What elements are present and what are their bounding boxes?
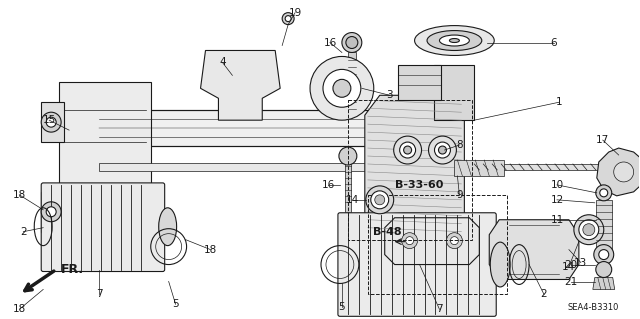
Ellipse shape bbox=[579, 220, 599, 240]
Text: 10: 10 bbox=[550, 180, 564, 190]
Bar bbox=[596, 200, 612, 249]
Circle shape bbox=[451, 237, 458, 245]
Text: 14: 14 bbox=[346, 195, 360, 205]
Text: 8: 8 bbox=[456, 140, 463, 150]
Polygon shape bbox=[593, 278, 614, 289]
Text: 14: 14 bbox=[563, 262, 575, 271]
Ellipse shape bbox=[333, 79, 351, 97]
Circle shape bbox=[447, 233, 462, 249]
Text: 5: 5 bbox=[339, 302, 345, 312]
Polygon shape bbox=[41, 192, 64, 232]
Text: 6: 6 bbox=[550, 38, 557, 48]
Text: 16: 16 bbox=[321, 180, 335, 190]
Circle shape bbox=[599, 249, 609, 260]
Circle shape bbox=[282, 13, 294, 25]
Ellipse shape bbox=[415, 26, 494, 56]
Bar bbox=[99, 163, 442, 171]
Text: 7: 7 bbox=[95, 289, 102, 300]
Ellipse shape bbox=[394, 136, 422, 164]
Ellipse shape bbox=[159, 208, 177, 246]
Ellipse shape bbox=[371, 191, 388, 209]
Circle shape bbox=[375, 195, 385, 205]
Text: 7: 7 bbox=[436, 304, 443, 314]
Text: B-48: B-48 bbox=[373, 227, 402, 237]
Text: 2: 2 bbox=[541, 289, 547, 300]
Circle shape bbox=[41, 202, 61, 222]
Text: 18: 18 bbox=[13, 304, 26, 314]
Bar bbox=[454, 160, 504, 176]
Text: 4: 4 bbox=[219, 57, 226, 67]
Circle shape bbox=[596, 262, 612, 278]
Text: 12: 12 bbox=[550, 195, 564, 205]
Text: 18: 18 bbox=[13, 190, 26, 200]
Bar bbox=[397, 65, 442, 100]
Text: 20: 20 bbox=[564, 260, 577, 270]
Circle shape bbox=[285, 16, 291, 22]
Circle shape bbox=[46, 117, 56, 127]
Circle shape bbox=[342, 33, 362, 52]
Circle shape bbox=[583, 224, 595, 236]
Text: 17: 17 bbox=[596, 135, 609, 145]
Ellipse shape bbox=[440, 35, 469, 46]
Text: 9: 9 bbox=[456, 190, 463, 200]
Circle shape bbox=[438, 146, 447, 154]
Circle shape bbox=[339, 147, 357, 165]
Ellipse shape bbox=[490, 242, 510, 287]
Circle shape bbox=[600, 189, 608, 197]
FancyBboxPatch shape bbox=[41, 183, 164, 271]
Text: FR.: FR. bbox=[61, 263, 84, 276]
Circle shape bbox=[614, 162, 634, 182]
Text: 13: 13 bbox=[574, 257, 588, 268]
Ellipse shape bbox=[399, 142, 415, 158]
Circle shape bbox=[594, 245, 614, 264]
Ellipse shape bbox=[310, 56, 374, 120]
FancyBboxPatch shape bbox=[338, 213, 496, 316]
Text: 16: 16 bbox=[323, 38, 337, 48]
Ellipse shape bbox=[366, 186, 394, 214]
Text: 15: 15 bbox=[42, 115, 56, 125]
Text: 5: 5 bbox=[172, 299, 179, 309]
Text: 11: 11 bbox=[550, 215, 564, 225]
Bar bbox=[348, 100, 472, 240]
Bar bbox=[368, 195, 507, 294]
Bar bbox=[348, 52, 356, 114]
Circle shape bbox=[406, 237, 413, 245]
Text: 3: 3 bbox=[387, 90, 393, 100]
Polygon shape bbox=[200, 50, 280, 120]
Circle shape bbox=[404, 146, 412, 154]
Ellipse shape bbox=[323, 70, 361, 107]
Bar bbox=[345, 162, 351, 212]
Ellipse shape bbox=[429, 136, 456, 164]
Bar bbox=[99, 110, 422, 146]
Polygon shape bbox=[596, 148, 640, 196]
Ellipse shape bbox=[427, 31, 482, 50]
Circle shape bbox=[596, 185, 612, 201]
Ellipse shape bbox=[435, 142, 451, 158]
Text: 19: 19 bbox=[289, 8, 301, 18]
Text: 1: 1 bbox=[556, 97, 563, 107]
Polygon shape bbox=[489, 220, 579, 279]
Bar bbox=[59, 82, 151, 252]
Polygon shape bbox=[41, 102, 64, 142]
Circle shape bbox=[41, 112, 61, 132]
Text: SEA4-B3310: SEA4-B3310 bbox=[567, 303, 619, 312]
Polygon shape bbox=[365, 95, 465, 235]
Text: B-33-60: B-33-60 bbox=[396, 180, 444, 190]
Ellipse shape bbox=[574, 215, 604, 245]
Circle shape bbox=[46, 207, 56, 217]
Bar bbox=[469, 164, 623, 170]
Bar bbox=[435, 65, 474, 120]
Circle shape bbox=[402, 233, 417, 249]
Ellipse shape bbox=[449, 39, 460, 42]
Text: 2: 2 bbox=[20, 227, 27, 237]
Circle shape bbox=[346, 37, 358, 48]
Text: 21: 21 bbox=[564, 278, 577, 287]
Polygon shape bbox=[385, 218, 479, 264]
Text: 18: 18 bbox=[204, 245, 217, 255]
